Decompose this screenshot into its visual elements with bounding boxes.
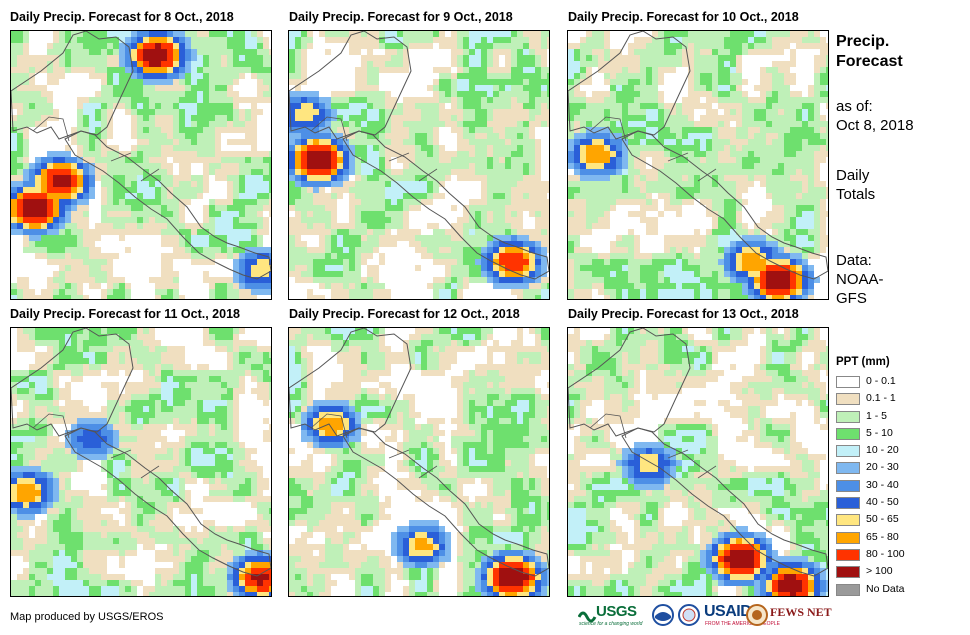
map-panel-2: [288, 30, 550, 300]
usaid-logo: USAID FROM THE AMERICAN PEOPLE: [704, 603, 784, 629]
legend-title: PPT (mm): [836, 356, 890, 368]
usgs-wave-icon: [577, 611, 597, 623]
legend-label: 20 - 30: [866, 461, 899, 474]
legend-swatch: [836, 376, 860, 388]
legend-swatch: [836, 531, 860, 544]
precip-map-5: [289, 328, 549, 596]
daily-totals-block: Daily Totals: [836, 166, 875, 204]
map-panel-3: [567, 30, 829, 300]
data-label: Data:: [836, 252, 872, 269]
nws-icon: [678, 604, 700, 626]
credit-text: Map produced by USGS/EROS: [10, 611, 164, 623]
sidebar-title-line2: Forecast: [836, 53, 903, 70]
legend-swatch: [836, 548, 860, 561]
usaid-wordmark: USAID: [704, 603, 752, 620]
noaa-logo: [652, 604, 674, 626]
legend-label: 1 - 5: [866, 409, 888, 422]
map-panel-6: [567, 327, 829, 597]
legend-swatch: [836, 445, 860, 458]
panel-title-5: Daily Precip. Forecast for 12 Oct., 2018: [289, 307, 520, 321]
panel-title-6: Daily Precip. Forecast for 13 Oct., 2018: [568, 307, 799, 321]
usgs-logo: USGS science for a changing world: [577, 603, 648, 629]
data-source-block: Data: NOAA- GFS: [836, 251, 884, 308]
legend-swatch: [836, 427, 860, 440]
legend-label: > 100: [866, 565, 893, 578]
precip-map-1: [11, 31, 271, 299]
legend-label: 30 - 40: [866, 478, 899, 491]
legend-swatch: [836, 566, 860, 579]
legend-label: 80 - 100: [866, 547, 905, 560]
legend-label: 0 - 0.1: [866, 375, 896, 387]
legend-swatch: [836, 393, 860, 406]
legend-swatch: [836, 410, 860, 423]
map-panel-1: [10, 30, 272, 300]
as-of-date: Oct 8, 2018: [836, 117, 914, 134]
precip-map-2: [289, 31, 549, 299]
sidebar-title: Precip. Forecast: [836, 32, 903, 72]
as-of-label: as of:: [836, 98, 873, 115]
usgs-tagline: science for a changing world: [579, 621, 643, 627]
legend-swatch: [836, 583, 860, 596]
nws-logo: [678, 604, 700, 626]
panel-title-4: Daily Precip. Forecast for 11 Oct., 2018: [10, 307, 240, 321]
sidebar-title-line1: Precip.: [836, 33, 890, 50]
map-panel-5: [288, 327, 550, 597]
data-source-line1: NOAA-: [836, 271, 884, 288]
legend-swatch: [836, 479, 860, 492]
legend-swatch: [836, 462, 860, 475]
totals-label: Totals: [836, 186, 876, 203]
fewsnet-wordmark: FEWS NET: [770, 605, 832, 619]
legend-swatch: [836, 497, 860, 510]
map-panel-4: [10, 327, 272, 597]
panel-title-3: Daily Precip. Forecast for 10 Oct., 2018: [568, 10, 799, 24]
legend-swatch: [836, 514, 860, 527]
panel-title-1: Daily Precip. Forecast for 8 Oct., 2018: [10, 10, 234, 24]
legend-label: No Data: [866, 582, 905, 595]
legend-label: 10 - 20: [866, 444, 899, 457]
legend-label: 65 - 80: [866, 530, 899, 543]
precip-map-6: [568, 328, 828, 596]
as-of-block: as of: Oct 8, 2018: [836, 97, 914, 135]
panel-title-2: Daily Precip. Forecast for 9 Oct., 2018: [289, 10, 513, 24]
usgs-wordmark: USGS: [596, 603, 637, 620]
precip-map-4: [11, 328, 271, 596]
data-source-line2: GFS: [836, 290, 867, 307]
legend-label: 50 - 65: [866, 513, 899, 526]
usaid-tagline: FROM THE AMERICAN PEOPLE: [705, 621, 780, 627]
fewsnet-logo: FEWS NET: [746, 603, 832, 629]
legend-label: 0.1 - 1: [866, 392, 896, 405]
legend-label: 40 - 50: [866, 496, 899, 509]
daily-label: Daily: [836, 167, 870, 184]
legend-label: 5 - 10: [866, 426, 893, 439]
precip-map-3: [568, 31, 828, 299]
fewsnet-icon: [746, 604, 768, 626]
noaa-icon: [652, 604, 674, 626]
